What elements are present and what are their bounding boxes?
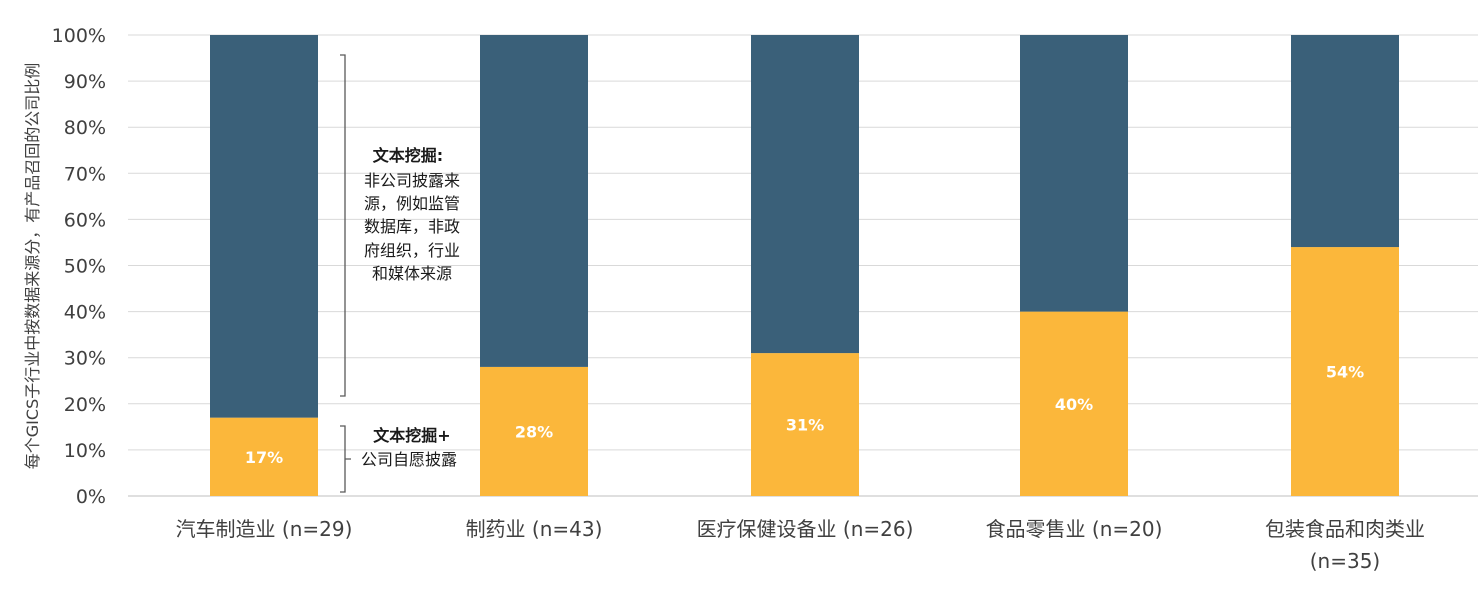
y-tick-label: 80% bbox=[64, 117, 106, 139]
upper-annotation-line: 和媒体来源 bbox=[372, 264, 452, 283]
y-tick-label: 60% bbox=[64, 209, 106, 231]
data-label: 40% bbox=[1055, 395, 1093, 414]
y-tick-label: 50% bbox=[64, 256, 106, 278]
x-category-label: 包装食品和肉类业 bbox=[1265, 517, 1425, 541]
x-category-label: 医疗保健设备业 (n=26) bbox=[697, 517, 914, 541]
bar-segment-lower bbox=[1020, 311, 1128, 496]
y-tick-label: 0% bbox=[76, 486, 106, 508]
data-label: 31% bbox=[786, 416, 824, 435]
bar-segment-lower bbox=[751, 353, 859, 496]
upper-annotation-line: 源，例如监管 bbox=[364, 194, 460, 213]
y-tick-label: 90% bbox=[64, 71, 106, 93]
upper-annotation-title: 文本挖掘: bbox=[373, 146, 443, 165]
x-category-label: 食品零售业 (n=20) bbox=[986, 517, 1163, 541]
bar-segment-lower bbox=[480, 366, 588, 496]
upper-annotation-line: 数据库，非政 bbox=[364, 217, 460, 236]
data-labels: 17% 28% 31% 40% 54% bbox=[245, 363, 1364, 467]
x-category-label: 制药业 (n=43) bbox=[466, 517, 603, 541]
y-tick-label: 40% bbox=[64, 302, 106, 324]
data-label: 54% bbox=[1326, 363, 1364, 382]
y-axis-label: 每个GICS子行业中按数据来源分，有产品召回的公司比例 bbox=[23, 63, 42, 469]
y-tick-label: 30% bbox=[64, 348, 106, 370]
x-category-label: 汽车制造业 (n=29) bbox=[176, 517, 353, 541]
y-tick-label: 10% bbox=[64, 440, 106, 462]
bars bbox=[210, 35, 1399, 496]
data-label: 28% bbox=[515, 422, 553, 441]
bar-segment-upper bbox=[1291, 35, 1399, 248]
upper-annotation-line: 府组织，行业 bbox=[364, 241, 460, 260]
lower-annotation-line: 公司自愿披露 bbox=[361, 450, 457, 469]
y-tick-label: 100% bbox=[52, 25, 106, 47]
y-tick-labels: 0% 10% 20% 30% 40% 50% 60% 70% 80% 90% 100% bbox=[52, 25, 106, 508]
upper-annotation: 文本挖掘: 非公司披露来 源，例如监管 数据库，非政 府组织，行业 和媒体来源 bbox=[340, 54, 460, 397]
x-category-label: (n=35) bbox=[1310, 549, 1381, 573]
upper-annotation-line: 非公司披露来 bbox=[364, 171, 460, 190]
bar-segment-lower bbox=[1291, 247, 1399, 496]
bar-segment-upper bbox=[751, 35, 859, 354]
bar-segment-upper bbox=[480, 35, 588, 367]
bar-segment-upper bbox=[210, 35, 318, 418]
lower-bracket bbox=[340, 425, 351, 493]
bar-segment-upper bbox=[1020, 35, 1128, 312]
lower-annotation: 文本挖掘+ 公司自愿披露 bbox=[340, 425, 457, 493]
y-tick-label: 20% bbox=[64, 394, 106, 416]
lower-annotation-line: 文本挖掘+ bbox=[373, 426, 450, 445]
bar-segment-lower bbox=[210, 417, 318, 496]
x-category-labels: 汽车制造业 (n=29) 制药业 (n=43) 医疗保健设备业 (n=26) 食品零售… bbox=[176, 517, 1425, 573]
y-tick-label: 70% bbox=[64, 163, 106, 185]
upper-bracket bbox=[340, 54, 346, 397]
data-label: 17% bbox=[245, 448, 283, 467]
